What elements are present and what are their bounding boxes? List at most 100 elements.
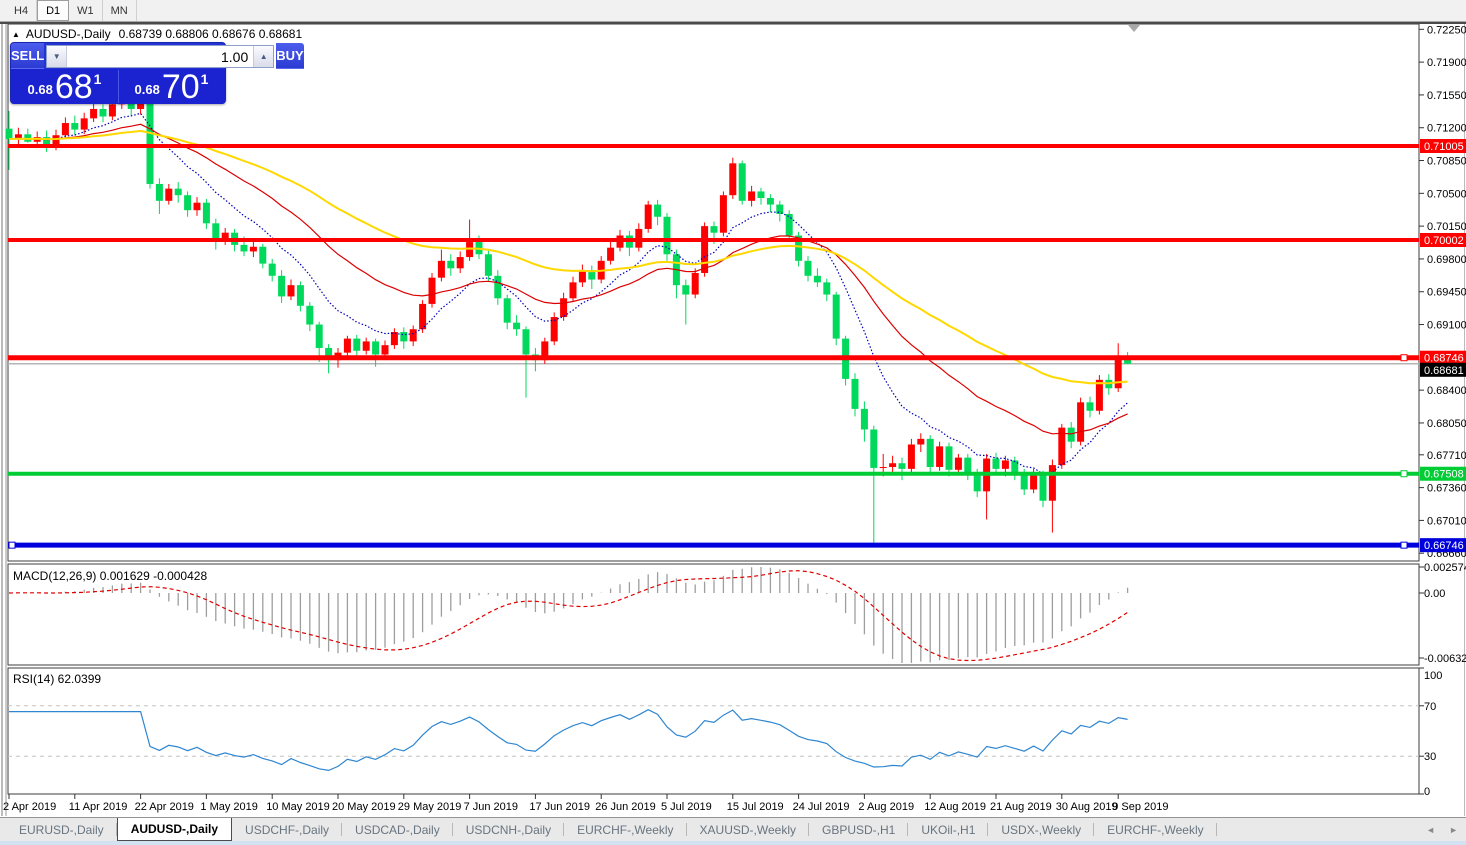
- candle: [1039, 470, 1047, 508]
- candle: [898, 457, 906, 481]
- candle-body: [90, 108, 98, 119]
- candle-body: [1095, 379, 1103, 411]
- candle-body: [644, 204, 652, 229]
- hline-handle[interactable]: [1400, 470, 1408, 478]
- candle-body: [954, 457, 962, 470]
- candle: [99, 104, 107, 123]
- date-tick-label: 22 Apr 2019: [135, 801, 194, 813]
- date-tick-label: 29 May 2019: [398, 801, 462, 813]
- sell-price-display[interactable]: 0.68 68 1: [11, 69, 118, 104]
- candle: [390, 328, 398, 349]
- timeframe-d1-button[interactable]: D1: [37, 0, 70, 21]
- hline-price-label-bg: [1420, 233, 1466, 248]
- candle-body: [513, 322, 521, 330]
- candle-body: [155, 183, 163, 201]
- candle-body: [588, 270, 596, 280]
- volume-input[interactable]: [67, 46, 254, 67]
- tab-usdcnh-daily[interactable]: USDCNH-,Daily: [453, 818, 565, 841]
- volume-decrease-icon[interactable]: ▼: [47, 46, 68, 67]
- candle-body: [945, 446, 953, 470]
- hline-price-label-bg: [1420, 538, 1466, 553]
- tab-eurusd-daily[interactable]: EURUSD-,Daily: [6, 818, 117, 841]
- candle-body: [804, 260, 812, 276]
- sell-price-pip: 1: [93, 71, 102, 87]
- hline-handle[interactable]: [1400, 354, 1408, 362]
- date-tick-label: 9 Sep 2019: [1112, 801, 1168, 813]
- candle-body: [1058, 427, 1066, 466]
- candle-body: [889, 463, 897, 467]
- candle: [484, 249, 492, 282]
- candle-body: [776, 204, 784, 214]
- collapse-panel-icon[interactable]: ▲: [12, 30, 20, 39]
- tab-ukoil-h1[interactable]: UKOil-,H1: [908, 818, 989, 841]
- trade-panel-divider: [118, 70, 119, 103]
- tab-audusd-daily[interactable]: AUDUSD-,Daily: [116, 818, 233, 841]
- candle-body: [832, 294, 840, 339]
- timeframe-mn-button[interactable]: MN: [103, 0, 137, 21]
- tab-xauusd-weekly[interactable]: XAUUSD-,Weekly: [687, 818, 810, 841]
- candle: [447, 254, 455, 276]
- tab-eurchf-weekly[interactable]: EURCHF-,Weekly: [564, 818, 687, 841]
- price-axis[interactable]: 0.72250 0.71900 0.71550 0.71200 0.70850 0.705…: [1419, 24, 1466, 798]
- hline-price-label: 0.70002: [1420, 233, 1466, 248]
- candle-body: [381, 345, 389, 355]
- date-axis[interactable]: 2 Apr 2019 11 Apr 2019 22 Apr 2019 1 May 20…: [3, 794, 1168, 813]
- candle-body: [184, 195, 192, 211]
- tab-scroll-left-icon[interactable]: ◄: [1426, 824, 1436, 835]
- candle: [184, 191, 192, 217]
- tab-usdx-weekly[interactable]: USDX-,Weekly: [988, 818, 1094, 841]
- current-price-label-bg: [1420, 362, 1466, 377]
- candle: [748, 185, 756, 207]
- candle-body: [278, 275, 286, 297]
- candle: [268, 258, 276, 282]
- candle: [1095, 375, 1103, 415]
- candle-body: [61, 123, 69, 136]
- tab-eurchf-weekly[interactable]: EURCHF-,Weekly: [1094, 818, 1218, 841]
- candle-body: [437, 260, 445, 278]
- tab-usdchf-daily[interactable]: USDCHF-,Daily: [232, 818, 343, 841]
- hline-price-label: 0.71005: [1420, 139, 1466, 153]
- rsi-scale-label: 0: [1424, 786, 1430, 798]
- timeframe-w1-button[interactable]: W1: [69, 0, 103, 21]
- candle: [719, 191, 727, 237]
- candle: [61, 117, 69, 139]
- candle-body: [795, 235, 803, 261]
- price-tick-label: 0.68050: [1427, 418, 1466, 430]
- candle: [860, 401, 868, 442]
- sell-price-big: 68: [54, 68, 93, 107]
- candle-body: [851, 378, 859, 409]
- candle: [870, 425, 878, 543]
- hline-handle[interactable]: [1400, 541, 1408, 549]
- candle: [1067, 422, 1075, 449]
- candle-body: [898, 463, 906, 469]
- hline-handle[interactable]: [8, 541, 16, 549]
- status-strip: [0, 841, 1466, 845]
- date-tick-label: 20 May 2019: [332, 801, 396, 813]
- candle-body: [738, 163, 746, 201]
- candle: [625, 230, 633, 257]
- candle-body: [1077, 402, 1085, 442]
- candle: [644, 200, 652, 233]
- sell-button[interactable]: SELL: [11, 43, 45, 69]
- hline-price-label-text: 0.71005: [1424, 141, 1464, 153]
- candle-body: [80, 118, 88, 130]
- buy-button[interactable]: BUY: [276, 43, 304, 69]
- rsi-scale-label: 30: [1424, 751, 1436, 763]
- volume-increase-icon[interactable]: ▲: [253, 46, 274, 67]
- candle-body: [757, 191, 765, 199]
- candles-layer: [5, 92, 1132, 543]
- candle: [560, 292, 568, 321]
- tab-usdcad-daily[interactable]: USDCAD-,Daily: [342, 818, 453, 841]
- candle: [437, 249, 445, 282]
- tab-gbpusd-h1[interactable]: GBPUSD-,H1: [809, 818, 909, 841]
- tab-scroll-right-icon[interactable]: ►: [1449, 824, 1458, 835]
- buy-price-display[interactable]: 0.68 70 1: [118, 69, 225, 104]
- date-tick-label: 10 May 2019: [266, 801, 330, 813]
- candle-body: [447, 260, 455, 269]
- price-tick-label: 0.67010: [1427, 515, 1466, 527]
- candle: [992, 452, 1000, 475]
- candle: [804, 256, 812, 282]
- candle: [287, 279, 295, 301]
- timeframe-h4-button[interactable]: H4: [6, 0, 38, 21]
